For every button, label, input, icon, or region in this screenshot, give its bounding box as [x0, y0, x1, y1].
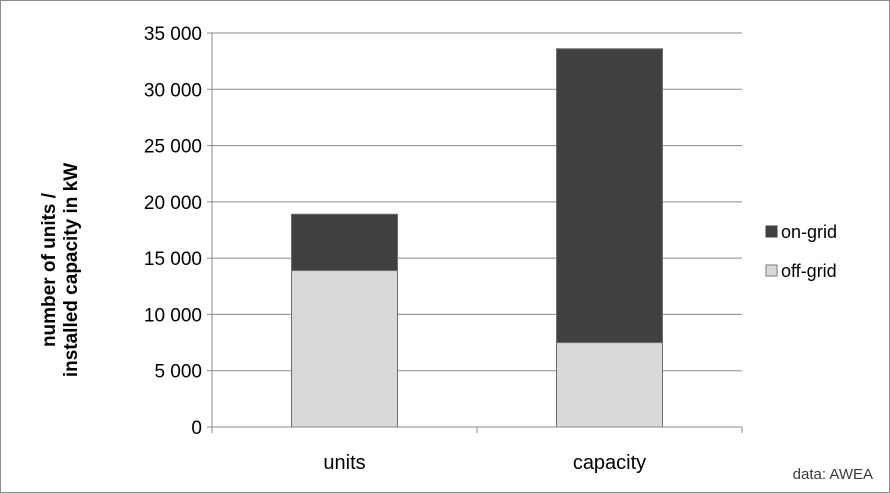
legend: on-grid off-grid	[765, 222, 837, 281]
x-tick-labels: units capacity	[323, 452, 646, 474]
legend-swatch-on-grid	[765, 225, 778, 238]
bar-capacity-on-grid	[556, 48, 663, 344]
y-tick-label: 30 000	[144, 80, 202, 101]
legend-label-off-grid: off-grid	[781, 261, 837, 281]
axes	[207, 32, 743, 433]
legend-label-on-grid: on-grid	[781, 222, 837, 242]
y-tick-label: 35 000	[144, 24, 202, 45]
y-tick-label: 5 000	[154, 362, 202, 383]
bar-units-off-grid	[291, 270, 398, 428]
bars	[291, 48, 663, 428]
y-axis-label-line-1: number of units /	[39, 192, 60, 347]
y-tick-label: 25 000	[144, 137, 202, 158]
bar-capacity-off-grid	[556, 342, 663, 428]
x-tick-label-capacity: capacity	[573, 452, 646, 474]
y-tick-label: 15 000	[144, 249, 202, 270]
x-tick-label-units: units	[323, 452, 365, 474]
source-note: data: AWEA	[793, 466, 873, 483]
legend-swatch-off-grid	[765, 264, 778, 277]
y-tick-label: 10 000	[144, 305, 202, 326]
y-tick-label: 20 000	[144, 193, 202, 214]
y-tick-label: 0	[191, 418, 202, 439]
bar-units-on-grid	[291, 213, 398, 272]
y-axis-label-line-2: installed capacity in kW	[61, 163, 82, 377]
y-tick-labels: 0 5 000 10 000 15 000 20 000 25 000 30 000 35 0…	[144, 24, 202, 439]
